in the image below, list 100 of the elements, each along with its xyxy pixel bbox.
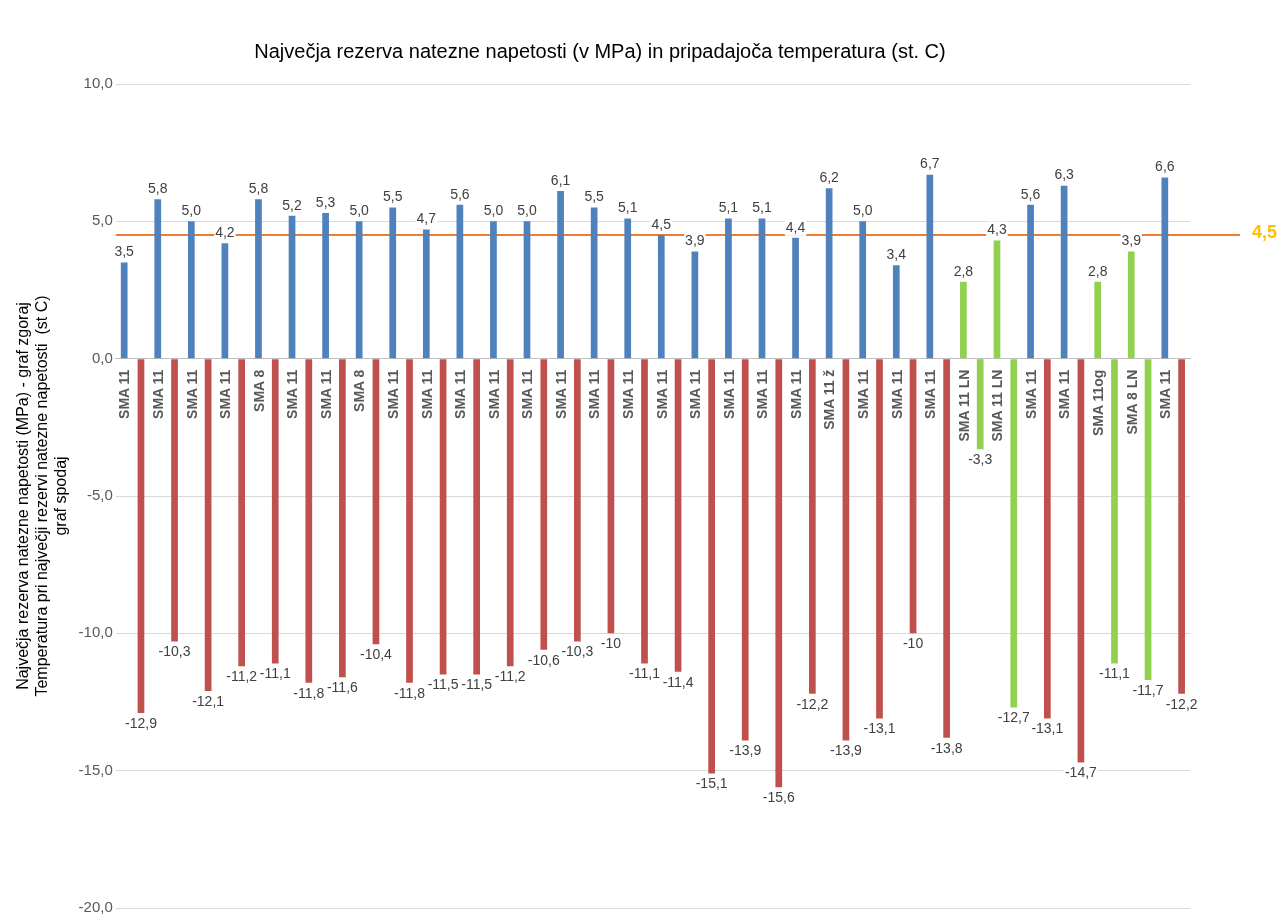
data-label: -12,2 (1165, 695, 1198, 712)
bar (1027, 204, 1034, 359)
data-label: -13,1 (1031, 720, 1064, 737)
data-label: 5,0 (181, 202, 202, 219)
bar (171, 359, 178, 642)
x-tick-label: SMA 11 LN (989, 369, 1006, 442)
data-label: 4,4 (785, 218, 806, 235)
data-label: -13,9 (729, 742, 762, 759)
data-label: 5,5 (383, 188, 403, 205)
bar (943, 359, 950, 738)
y-tick-label: 5,0 (91, 211, 113, 229)
bar (1127, 251, 1135, 359)
bar (187, 221, 195, 359)
data-label: -11,8 (394, 684, 426, 701)
data-label: 4,5 (651, 215, 672, 232)
data-label: -11,4 (662, 673, 694, 690)
x-tick-label: SMA 11 (1056, 369, 1073, 419)
data-label: -10 (600, 635, 622, 652)
bar (725, 218, 732, 359)
x-tick-label: SMA 11 (754, 369, 771, 419)
bar (574, 359, 581, 642)
bar (322, 213, 329, 359)
y-tick-label: -5,0 (86, 486, 113, 504)
bar (792, 237, 799, 359)
data-label: -15,1 (695, 775, 728, 792)
bar (473, 359, 481, 675)
x-tick-label: SMA 11 (1157, 369, 1174, 419)
x-tick-label: SMA 11og (1089, 369, 1106, 437)
bar (1178, 359, 1185, 694)
bar (859, 221, 867, 359)
data-label: -10,3 (561, 643, 594, 660)
bar (876, 359, 883, 719)
x-tick-label: SMA 11 (150, 369, 166, 419)
x-tick-label: SMA 11 (687, 369, 704, 419)
x-tick-label: SMA 11 (384, 369, 401, 419)
data-label: 4,3 (987, 221, 1007, 238)
x-tick-label: SMA 11 (284, 369, 301, 419)
data-label: 5,1 (752, 199, 772, 216)
bar (892, 265, 900, 359)
data-label: 5,0 (349, 202, 370, 219)
bar (624, 218, 632, 359)
bar (355, 221, 363, 359)
x-tick-label: SMA 8 LN (1123, 369, 1140, 435)
x-tick-label: SMA 11 (922, 369, 939, 419)
bar (926, 174, 934, 359)
data-label: 3,5 (114, 243, 135, 260)
data-label: -3,3 (968, 451, 993, 468)
y-tick-label: -20,0 (78, 898, 113, 916)
x-tick-label: SMA 11 (552, 369, 569, 419)
data-label: -11,6 (326, 679, 359, 696)
data-label: 5,8 (148, 180, 168, 197)
x-tick-label: SMA 11 (1022, 369, 1039, 419)
y-tick-label: -10,0 (78, 623, 113, 641)
bar (1161, 177, 1169, 359)
data-label: -10,4 (359, 646, 393, 663)
x-tick-label: SMA 11 (485, 369, 502, 419)
data-label: 6,2 (819, 169, 840, 186)
bar (120, 262, 128, 359)
bar (406, 359, 413, 683)
data-label: 6,7 (920, 155, 940, 172)
bar (960, 281, 967, 359)
y-tick-label: 10,0 (83, 74, 113, 92)
data-label: 4,7 (416, 210, 437, 227)
data-label: 6,6 (1155, 158, 1175, 175)
data-label: 5,5 (584, 188, 605, 205)
data-label: 5,3 (315, 193, 336, 210)
data-label: -13,9 (829, 742, 863, 759)
bar (590, 207, 598, 359)
data-label: -12,9 (125, 714, 158, 731)
bar (557, 191, 564, 359)
data-label: -11,5 (461, 676, 493, 693)
data-label: 4,2 (215, 224, 235, 241)
x-tick-label: SMA 11 (619, 369, 636, 419)
data-label: -12,7 (997, 709, 1030, 726)
data-label: -11,1 (629, 665, 661, 682)
data-label: 5,6 (450, 185, 470, 202)
data-label: -11,8 (293, 684, 325, 701)
x-tick-label: SMA 11 (787, 369, 804, 419)
x-tick-label: SMA 8 (351, 369, 368, 412)
bar (154, 199, 162, 359)
data-label: 5,8 (248, 180, 269, 197)
bar (439, 359, 447, 675)
chart-title: Največja rezerva natezne napetosti (v MPa) in pripadajoča temperatura (st. C) (254, 39, 946, 62)
data-label: 6,3 (1054, 166, 1075, 183)
x-tick-label: SMA 11 LN (955, 369, 972, 442)
x-tick-label: SMA 11 (720, 369, 737, 419)
bar (708, 359, 715, 774)
data-label: 5,0 (483, 202, 504, 219)
data-label: -10,3 (158, 643, 191, 660)
y-tick-label: 0,0 (91, 348, 113, 366)
data-label: -12,2 (796, 695, 829, 712)
data-label: -13,8 (930, 739, 963, 756)
bar (422, 229, 430, 359)
data-label: -10,6 (527, 651, 560, 668)
data-label: -11,1 (259, 665, 291, 682)
y-axis-title: Največja rezerva natezne napetosti (MPa) - graf zgoraj Temperatura pri največji rezervi natezne napetosti (st C) graf spodaj (14, 295, 70, 697)
data-label: -15,6 (762, 789, 795, 806)
x-tick-label: SMA 11 (888, 369, 905, 419)
data-label: 2,8 (953, 262, 974, 279)
x-tick-label: SMA 11 (418, 369, 435, 419)
